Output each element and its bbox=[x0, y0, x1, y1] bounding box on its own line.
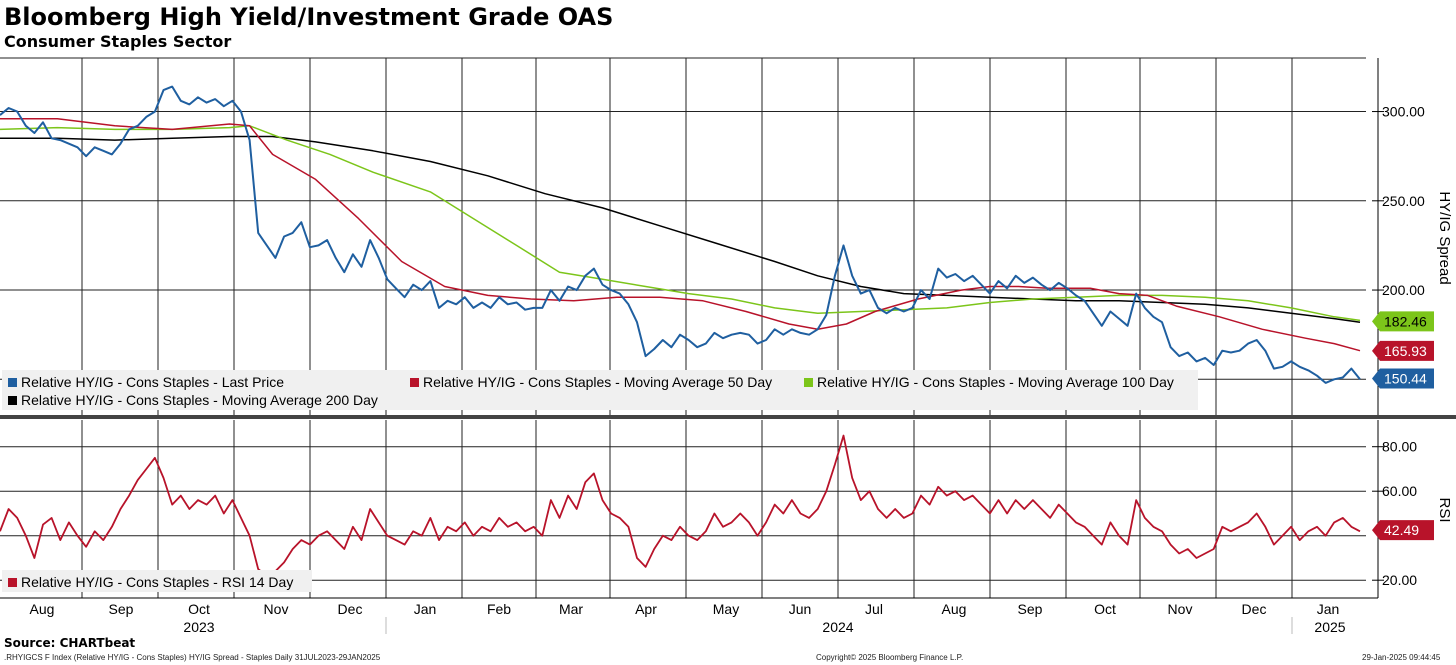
x-month-label: Nov bbox=[1168, 601, 1193, 617]
ytick-label-top: 250.00 bbox=[1382, 193, 1425, 209]
ytick-label-bottom: 60.00 bbox=[1382, 483, 1417, 499]
legend-swatch-last_price bbox=[8, 378, 17, 387]
x-month-label: Aug bbox=[942, 601, 967, 617]
x-month-label: Aug bbox=[30, 601, 55, 617]
legend-label-ma100: Relative HY/IG - Cons Staples - Moving A… bbox=[817, 374, 1174, 390]
legend-label-ma200: Relative HY/IG - Cons Staples - Moving A… bbox=[21, 392, 378, 408]
series-line-ma100 bbox=[0, 125, 1361, 322]
series-line-ma200 bbox=[0, 135, 1361, 323]
ytick-label-top: 300.00 bbox=[1382, 104, 1425, 120]
ytick-label-bottom: 20.00 bbox=[1382, 572, 1417, 588]
timestamp: 29-Jan-2025 09:44:45 bbox=[1362, 653, 1441, 662]
x-month-label: Feb bbox=[487, 601, 511, 617]
x-month-label: Apr bbox=[635, 601, 657, 617]
legend-swatch-rsi bbox=[8, 578, 17, 587]
panel-separator bbox=[0, 415, 1456, 419]
series-line-ma50 bbox=[0, 117, 1361, 352]
y-axis-title-bottom: RSI bbox=[1436, 497, 1453, 522]
x-month-label: Nov bbox=[264, 601, 289, 617]
x-month-label: Oct bbox=[1094, 601, 1116, 617]
badge-rsi: 42.49 bbox=[1384, 522, 1419, 538]
badge-ma100-shape bbox=[1372, 311, 1434, 332]
axes: 300.00 250.00 200.00 80.00 60.00 20.00 HY/IG S… bbox=[0, 57, 1456, 635]
source-label: Source: CHARTbeat bbox=[4, 636, 136, 650]
x-month-label: Jan bbox=[414, 601, 437, 617]
legend-swatch-ma100 bbox=[804, 378, 813, 387]
series-line-last_price bbox=[0, 85, 1361, 384]
series-line-rsi bbox=[0, 434, 1361, 577]
legend-swatch-ma50 bbox=[410, 378, 419, 387]
badge-last-price-shape bbox=[1372, 368, 1434, 389]
x-month-label: Jun bbox=[789, 601, 812, 617]
copyright: Copyright© 2025 Bloomberg Finance L.P. bbox=[816, 653, 964, 662]
legend-swatch-ma200 bbox=[8, 396, 17, 405]
x-year-label: 2025 bbox=[1314, 619, 1345, 635]
series-lines bbox=[0, 85, 1361, 577]
x-year-label: 2023 bbox=[183, 619, 214, 635]
badge-ma50: 165.93 bbox=[1384, 343, 1427, 359]
legend-label-rsi: Relative HY/IG - Cons Staples - RSI 14 D… bbox=[21, 574, 293, 590]
legend: Relative HY/IG - Cons Staples - Last Pri… bbox=[2, 370, 1198, 592]
legend-box-top bbox=[2, 370, 1198, 410]
chart-subtitle: Consumer Staples Sector bbox=[4, 32, 232, 51]
x-month-label: Dec bbox=[338, 601, 363, 617]
x-month-label: Sep bbox=[1018, 601, 1043, 617]
x-year-label: 2024 bbox=[822, 619, 853, 635]
badge-ma50-shape bbox=[1372, 340, 1434, 361]
grid-lines bbox=[0, 58, 1366, 598]
legend-label-ma50: Relative HY/IG - Cons Staples - Moving A… bbox=[423, 374, 772, 390]
x-month-label: Oct bbox=[188, 601, 210, 617]
x-month-label: May bbox=[713, 601, 739, 617]
ytick-label-top: 200.00 bbox=[1382, 282, 1425, 298]
x-month-label: Mar bbox=[559, 601, 583, 617]
legend-box-bottom bbox=[2, 570, 312, 592]
x-month-label: Dec bbox=[1242, 601, 1267, 617]
x-month-label: Sep bbox=[109, 601, 134, 617]
chart-title: Bloomberg High Yield/Investment Grade OA… bbox=[4, 3, 614, 31]
x-month-label: Jul bbox=[865, 601, 883, 617]
badge-rsi-shape bbox=[1372, 520, 1434, 541]
badge-ma100: 182.46 bbox=[1384, 313, 1427, 329]
y-axis-title-top: HY/IG Spread bbox=[1436, 191, 1453, 284]
badge-last-price: 150.44 bbox=[1384, 371, 1427, 387]
legend-label-last_price: Relative HY/IG - Cons Staples - Last Pri… bbox=[21, 374, 284, 390]
ytick-label-bottom: 80.00 bbox=[1382, 439, 1417, 455]
ticker-line: .RHYIGCS F Index (Relative HY/IG - Cons … bbox=[4, 653, 381, 662]
x-month-label: Jan bbox=[1317, 601, 1340, 617]
